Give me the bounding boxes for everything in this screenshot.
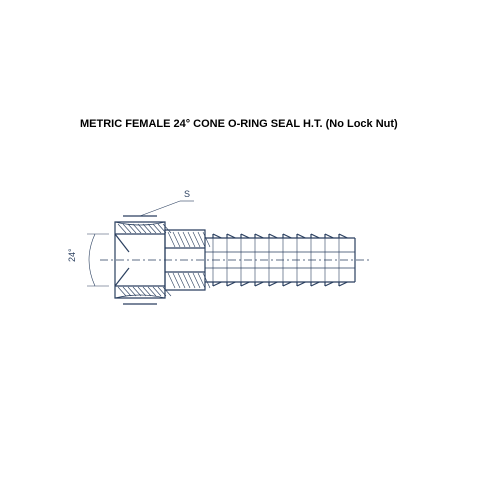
svg-text:24°: 24° — [67, 248, 77, 262]
page-title: METRIC FEMALE 24° CONE O-RING SEAL H.T. … — [80, 118, 398, 130]
svg-text:S: S — [184, 189, 190, 199]
fitting-drawing: 24° S — [0, 0, 500, 500]
